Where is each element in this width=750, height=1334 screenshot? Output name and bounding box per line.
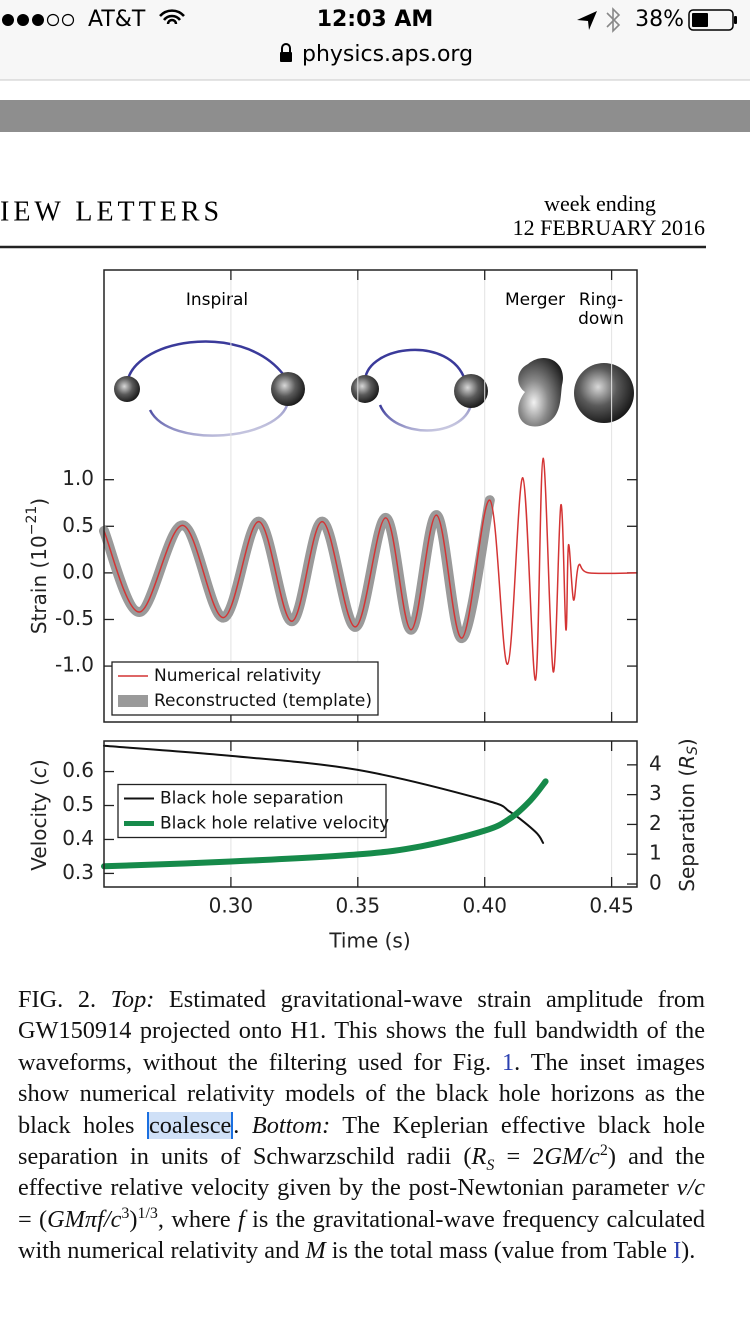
y-tick-label: 0.5 xyxy=(62,513,94,537)
black-hole-images xyxy=(114,340,634,437)
figure-link[interactable]: 1 xyxy=(501,1048,515,1076)
data-line xyxy=(103,744,545,844)
x-tick-label: 0.35 xyxy=(336,894,381,918)
caption-text: . The inset images show numerical relati… xyxy=(18,1048,706,1139)
legend: Black hole separation Black hole relative… xyxy=(117,783,389,839)
y2-tick-label: 4 xyxy=(649,751,662,775)
x-tick-label: 0.30 xyxy=(209,894,254,918)
y2-tick-label: 1 xyxy=(649,841,662,865)
y-tick-label: 0.3 xyxy=(62,860,94,884)
label-part: Velocity ( xyxy=(27,778,51,871)
caption-text: 1/3 xyxy=(137,1204,158,1222)
annotation: down xyxy=(578,309,624,329)
caption-text: ) and the effective relative velocity gi… xyxy=(18,1143,705,1202)
y2-tick-label: 3 xyxy=(649,781,662,805)
browser-bar xyxy=(0,0,750,80)
label-part: ) xyxy=(27,498,51,506)
y-axis-label: Strain (10−21) xyxy=(24,498,51,634)
lock-icon xyxy=(280,43,292,62)
caption-text: S xyxy=(486,1156,495,1174)
annotation: Ring- xyxy=(579,290,623,310)
caption-text: R xyxy=(471,1143,487,1171)
caption-text: Estimated gravitational-wave strain ampl… xyxy=(18,986,705,1076)
caption-text: = ( xyxy=(18,1205,48,1233)
x-tick-label: 0.40 xyxy=(462,894,507,918)
y2-axis-label: Separation (RS) xyxy=(675,738,702,892)
legend-label: Black hole separation xyxy=(160,789,344,809)
annotation: Merger xyxy=(505,290,565,310)
data-line xyxy=(103,457,638,681)
caption-text: ). xyxy=(681,1237,696,1265)
annotation: Inspiral xyxy=(186,290,248,310)
y-tick-label: 0.5 xyxy=(62,792,94,816)
table-link[interactable]: I xyxy=(673,1237,682,1265)
caption-text: , where xyxy=(157,1205,238,1233)
caption-text: 2 xyxy=(599,1141,608,1159)
y-axis-label: Velocity (c) xyxy=(27,759,51,870)
journal-name: IEW LETTERS xyxy=(0,196,223,227)
label-part: Separation ( xyxy=(675,769,699,892)
selected-text[interactable]: coalesce xyxy=(147,1111,234,1139)
label-part: ) xyxy=(675,738,699,746)
label-part: R xyxy=(675,755,699,769)
y2-tick-label: 2 xyxy=(649,811,662,835)
caption-text: GMπf/c xyxy=(47,1205,122,1233)
data-line xyxy=(99,495,495,644)
screen: AT&T 12:03 AM 38% physics.aps.org IEW LE… xyxy=(0,0,750,953)
clock: 12:03 AM xyxy=(317,7,434,32)
label-part: Strain (10 xyxy=(27,535,51,634)
legend-label: Reconstructed (template) xyxy=(154,691,372,711)
y-tick-label: 0.4 xyxy=(62,826,94,850)
location-icon xyxy=(577,11,597,30)
bluetooth-icon xyxy=(606,7,621,33)
caption-text: ) xyxy=(129,1205,138,1233)
toolbar xyxy=(0,100,750,132)
plot-frame xyxy=(103,269,638,723)
y-tick-label: 0.6 xyxy=(62,758,94,782)
wifi-icon xyxy=(159,9,185,25)
y-tick-label: 0.0 xyxy=(62,559,94,583)
legend-label: Black hole relative velocity xyxy=(160,814,389,834)
x-axis-label: Time (s) xyxy=(328,929,410,953)
figure-caption: FIG. 2. Top: Estimated gravitational-wav… xyxy=(18,984,705,1267)
x-tick-label: 0.45 xyxy=(589,894,634,918)
legend: Numerical relativity Reconstructed (templ… xyxy=(111,661,379,716)
legend-box xyxy=(117,783,387,839)
y-tick-label: -1.0 xyxy=(55,653,94,677)
y-tick-label: -0.5 xyxy=(55,606,94,630)
data-line xyxy=(101,778,549,870)
legend-label: Numerical relativity xyxy=(154,666,321,686)
carrier: AT&T xyxy=(88,7,146,32)
signal-dots xyxy=(2,13,75,27)
legend-box xyxy=(111,661,379,716)
caption-text: Top: xyxy=(110,986,155,1013)
caption-text: . xyxy=(233,1111,252,1139)
label-part: −21 xyxy=(24,506,40,536)
caption-text: v/c xyxy=(676,1174,705,1202)
y2-tick-label: 0 xyxy=(649,871,662,895)
caption-text: FIG. 2. xyxy=(18,986,111,1013)
label-part: ) xyxy=(27,759,51,767)
battery-icon xyxy=(688,9,737,31)
caption-text: GM/c xyxy=(544,1143,600,1171)
label-part: S xyxy=(685,746,701,755)
caption-text: 3 xyxy=(121,1204,130,1222)
caption-text: Bottom: xyxy=(251,1111,331,1139)
battery-percent: 38% xyxy=(635,7,684,32)
plot-frame xyxy=(103,740,638,888)
url[interactable]: physics.aps.org xyxy=(302,42,473,67)
week-label: week ending xyxy=(544,191,656,216)
caption-text: The Keplerian effective black hole separ… xyxy=(18,1111,705,1171)
caption-text: f xyxy=(238,1205,245,1233)
caption-text: is the total mass (value from Table xyxy=(325,1237,674,1265)
caption-text: = 2 xyxy=(494,1143,545,1171)
issue-date: 12 FEBRUARY 2016 xyxy=(513,215,705,240)
caption-text: is the gravitational-wave frequency calc… xyxy=(18,1205,705,1265)
caption-text: M xyxy=(305,1237,326,1265)
label-part: c xyxy=(27,767,51,778)
y-tick-label: 1.0 xyxy=(62,466,94,490)
